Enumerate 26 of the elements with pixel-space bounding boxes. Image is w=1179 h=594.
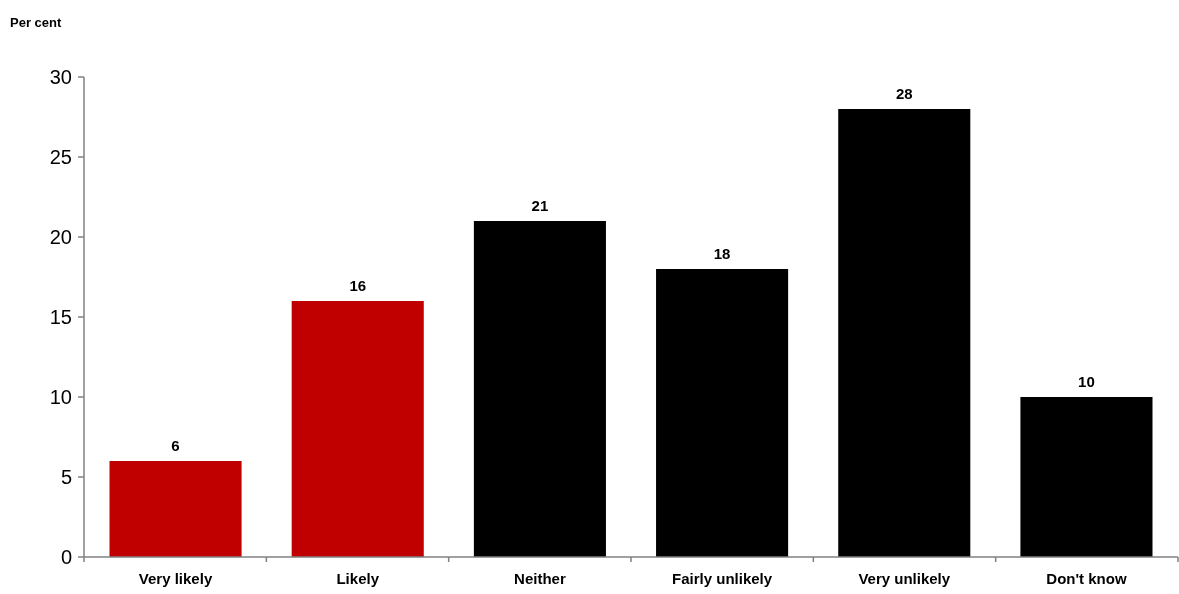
- x-tick-label: Very likely: [138, 570, 213, 587]
- bar: [656, 269, 789, 557]
- y-tick-label: 5: [60, 466, 72, 488]
- data-label: 18: [713, 245, 731, 262]
- bar: [1020, 397, 1153, 557]
- data-label: 28: [895, 85, 913, 102]
- x-tick-label: Very unlikely: [858, 570, 951, 587]
- bar: [473, 221, 606, 557]
- y-tick-label: 10: [49, 386, 72, 408]
- x-tick-label: Neither: [514, 570, 566, 587]
- bar: [109, 461, 242, 557]
- y-tick-label: 30: [49, 66, 72, 88]
- data-label: 6: [171, 437, 180, 454]
- y-tick-label: 15: [49, 306, 72, 328]
- y-tick-label: 0: [60, 546, 72, 568]
- data-label: 10: [1078, 373, 1095, 390]
- y-tick-label: 20: [49, 226, 72, 248]
- data-label: 16: [349, 277, 367, 294]
- bar: [838, 109, 971, 557]
- y-tick-label: 25: [49, 146, 72, 168]
- x-tick-label: Fairly unlikely: [672, 570, 773, 587]
- x-tick-label: Likely: [336, 570, 380, 587]
- bar: [291, 301, 424, 557]
- data-label: 21: [531, 197, 549, 214]
- y-axis-title: Per cent: [10, 15, 62, 30]
- x-tick-label: Don't know: [1046, 570, 1127, 587]
